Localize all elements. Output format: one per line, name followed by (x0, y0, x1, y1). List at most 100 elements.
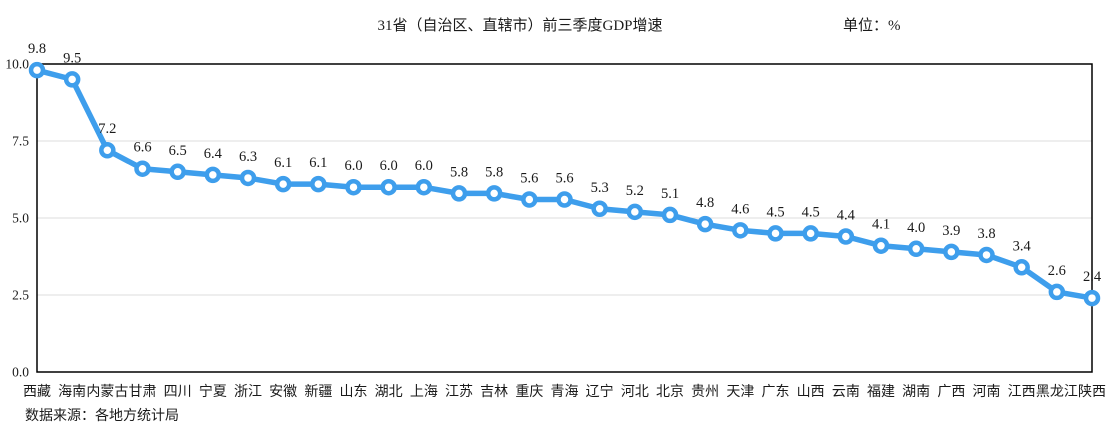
data-point-marker (1048, 283, 1066, 301)
data-point-label: 6.5 (169, 143, 187, 159)
data-point-marker (696, 215, 714, 233)
data-point-label: 5.1 (661, 186, 679, 202)
y-tick-label: 2.5 (12, 288, 29, 303)
chart-title: 31省（自治区、直辖市）前三季度GDP增速 (377, 18, 663, 34)
y-tick-label: 5.0 (12, 211, 29, 226)
data-point-label: 6.6 (133, 140, 151, 156)
source-note: 数据来源：各地方统计局 (25, 409, 179, 424)
data-point-marker (556, 191, 573, 208)
data-point-label: 6.0 (380, 158, 398, 174)
data-point-marker (310, 175, 327, 193)
data-point-marker (978, 246, 995, 264)
x-tick-label: 吉林 (480, 384, 508, 400)
plot-frame (36, 63, 1093, 373)
x-tick-label: 西藏 (23, 384, 51, 400)
x-tick-label: 陕西 (1078, 384, 1106, 400)
x-tick-label: 河南 (973, 384, 1001, 400)
x-tick-label: 安徽 (269, 384, 297, 400)
data-point-label: 6.3 (239, 149, 257, 165)
data-point-marker (837, 228, 855, 245)
y-tick-label: 7.5 (12, 134, 29, 149)
x-tick-label: 湖北 (375, 384, 403, 400)
data-point-marker (1083, 289, 1101, 307)
data-point-marker (239, 169, 257, 187)
data-point-label: 4.6 (731, 201, 749, 217)
x-tick-label: 广西 (937, 384, 965, 400)
x-tick-label: 新疆 (304, 384, 332, 400)
data-point-marker (345, 178, 362, 196)
data-point-label: 3.8 (977, 226, 995, 242)
unit-label: 单位：% (843, 18, 901, 34)
x-tick-label: 湖南 (902, 384, 930, 400)
x-tick-label: 广东 (762, 384, 790, 400)
x-tick-label: 江西 (1008, 384, 1036, 400)
x-tick-label: 山西 (797, 384, 825, 400)
x-tick-label: 甘肃 (129, 384, 157, 400)
data-point-label: 6.0 (344, 158, 362, 174)
y-tick-label: 0.0 (12, 365, 29, 380)
data-point-marker (943, 243, 960, 261)
x-tick-label: 山东 (340, 384, 368, 400)
x-tick-label: 上海 (410, 384, 438, 400)
x-tick-label: 福建 (867, 384, 895, 400)
data-point-marker (626, 203, 644, 221)
data-point-marker (907, 240, 925, 258)
data-point-marker (802, 225, 819, 242)
x-tick-label: 浙江 (234, 384, 262, 400)
data-point-marker (415, 178, 433, 196)
x-tick-label: 贵州 (691, 384, 719, 400)
data-point-label: 2.6 (1048, 263, 1066, 279)
data-point-label: 5.8 (485, 164, 503, 180)
data-point-marker (204, 166, 222, 184)
data-point-label: 6.0 (415, 158, 433, 174)
data-point-marker (99, 141, 116, 159)
data-point-label: 4.8 (696, 195, 714, 211)
data-point-label: 5.8 (450, 164, 468, 180)
data-point-marker (767, 225, 784, 242)
x-tick-label: 天津 (726, 384, 754, 400)
x-tick-label: 内蒙古 (86, 384, 128, 400)
data-point-label: 5.3 (591, 180, 609, 196)
data-point-marker (450, 185, 468, 202)
data-point-marker (134, 160, 151, 177)
data-point-marker (274, 175, 292, 193)
data-point-label: 9.8 (28, 41, 46, 57)
y-tick-label: 10.0 (5, 57, 29, 72)
x-tick-label: 青海 (551, 384, 579, 400)
x-tick-label: 江苏 (445, 384, 473, 400)
data-point-marker (485, 185, 503, 202)
x-tick-label: 海南 (58, 384, 86, 400)
data-point-label: 3.4 (1013, 238, 1032, 254)
data-point-label: 6.1 (274, 155, 292, 171)
data-point-label: 5.2 (626, 183, 644, 199)
data-point-label: 5.6 (520, 171, 538, 187)
data-point-label: 4.1 (872, 217, 890, 233)
x-tick-label: 重庆 (515, 384, 543, 400)
data-point-marker (28, 61, 46, 79)
data-point-marker (591, 200, 608, 218)
x-tick-label: 辽宁 (586, 383, 614, 400)
x-tick-label: 宁夏 (199, 383, 227, 400)
data-point-marker (872, 237, 890, 254)
data-point-label: 9.5 (63, 50, 81, 66)
x-tick-label: 河北 (621, 384, 649, 400)
data-point-label: 7.2 (98, 121, 116, 137)
data-point-marker (732, 222, 749, 239)
data-point-label: 4.0 (907, 220, 925, 236)
data-point-label: 6.4 (204, 146, 223, 162)
data-point-marker (521, 191, 538, 208)
x-tick-label: 黑龙江 (1036, 384, 1078, 400)
data-point-label: 4.5 (766, 204, 784, 220)
x-tick-label: 北京 (656, 384, 684, 400)
data-point-marker (380, 178, 397, 196)
x-tick-label: 四川 (164, 385, 192, 400)
data-point-label: 4.4 (837, 207, 856, 223)
data-point-marker (169, 163, 186, 181)
data-point-label: 6.1 (309, 155, 327, 171)
data-point-marker (661, 206, 679, 224)
data-point-marker (63, 71, 81, 88)
data-point-label: 2.4 (1083, 269, 1102, 285)
data-point-label: 4.5 (802, 204, 820, 220)
data-point-marker (1013, 259, 1030, 276)
